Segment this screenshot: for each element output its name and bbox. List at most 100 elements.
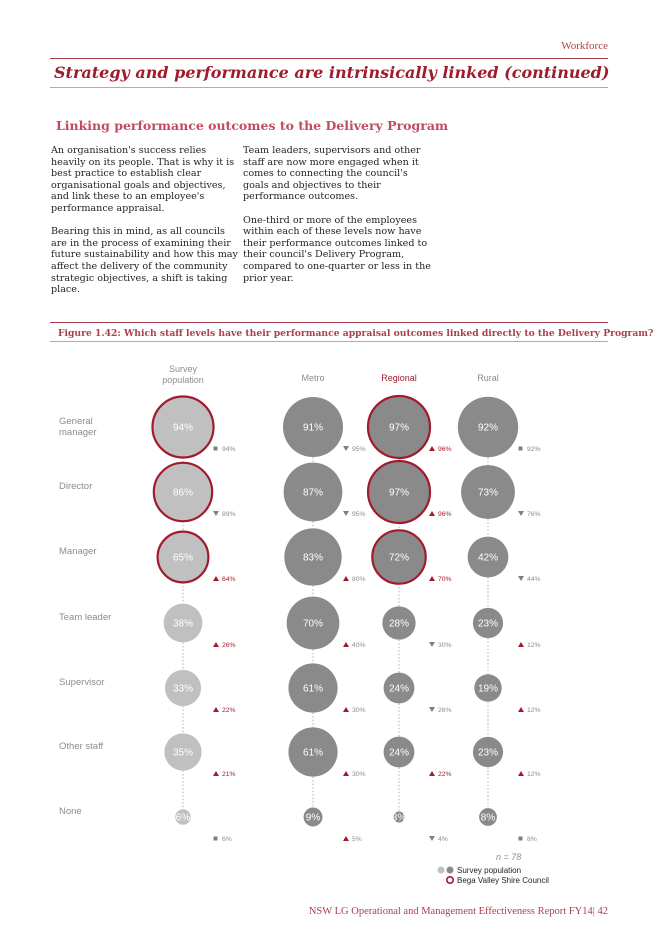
prior-year-label: 21% bbox=[222, 771, 236, 778]
prior-year-label: 26% bbox=[222, 642, 236, 649]
sample-size-label: n = 78 bbox=[496, 852, 521, 862]
prior-year-label: 76% bbox=[527, 511, 541, 518]
prior-year-label: 80% bbox=[352, 576, 366, 583]
figure-rule-bottom bbox=[50, 341, 608, 342]
change-up-icon bbox=[343, 836, 349, 841]
top-rule bbox=[50, 58, 608, 59]
bubble-value-label: 28% bbox=[389, 619, 409, 630]
bubble-value-label: 94% bbox=[173, 423, 193, 434]
bubble-survey-population-director bbox=[152, 461, 214, 523]
body-paragraph: An organisation's success relies heavily… bbox=[51, 145, 235, 214]
change-down-icon bbox=[429, 642, 435, 647]
prior-year-label: 70% bbox=[438, 576, 452, 583]
change-up-icon bbox=[429, 576, 435, 581]
prior-year-label: 22% bbox=[438, 771, 452, 778]
bubble-value-label: 38% bbox=[173, 619, 193, 630]
change-up-icon bbox=[518, 771, 524, 776]
bubble-survey-population-general-manager bbox=[151, 395, 215, 459]
bubble-value-label: 97% bbox=[389, 488, 409, 499]
figure-caption: Figure 1.42: Which staff levels have the… bbox=[58, 328, 654, 339]
change-up-icon bbox=[429, 771, 435, 776]
change-up-icon bbox=[213, 642, 219, 647]
bubble-value-label: 73% bbox=[478, 488, 498, 499]
prior-year-label: 96% bbox=[438, 511, 452, 518]
bubble-regional-general-manager bbox=[366, 394, 432, 460]
change-down-icon bbox=[343, 511, 349, 516]
prior-year-label: 95% bbox=[352, 511, 366, 518]
prior-year-label: 12% bbox=[527, 771, 541, 778]
legend-survey-swatch-dark bbox=[446, 866, 454, 874]
bubble-metro-director bbox=[283, 462, 343, 522]
change-up-icon bbox=[343, 771, 349, 776]
change-down-icon bbox=[429, 836, 435, 841]
row-label-supervisor: Supervisor bbox=[59, 677, 104, 688]
change-up-icon bbox=[343, 707, 349, 712]
prior-year-label: 8% bbox=[527, 836, 537, 843]
figure-rule-top bbox=[50, 322, 608, 323]
prior-year-label: 64% bbox=[222, 576, 236, 583]
prior-year-label: 5% bbox=[352, 836, 362, 843]
body-paragraph: One-third or more of the employees withi… bbox=[243, 214, 431, 284]
prior-year-label: 22% bbox=[222, 707, 236, 714]
change-up-icon bbox=[429, 511, 435, 516]
bubble-survey-population-supervisor bbox=[164, 669, 202, 707]
change-same-icon bbox=[213, 836, 218, 841]
row-label-team-leader: Team leader bbox=[59, 612, 111, 623]
bubble-value-label: 42% bbox=[478, 553, 498, 564]
change-same-icon bbox=[213, 446, 218, 451]
bubble-value-label: 91% bbox=[303, 423, 323, 434]
prior-year-label: 26% bbox=[438, 707, 452, 714]
bubble-rural-team-leader bbox=[472, 607, 504, 639]
bubble-metro-general-manager bbox=[282, 396, 344, 458]
prior-year-label: 4% bbox=[438, 836, 448, 843]
bubble-metro-manager bbox=[284, 528, 342, 586]
bubble-chart: Survey population Metro Regional Rural Genera… bbox=[59, 364, 549, 885]
bubble-survey-population-team-leader bbox=[163, 603, 203, 643]
prior-year-label: 40% bbox=[352, 642, 366, 649]
row-label-general-manager: General manager bbox=[59, 416, 97, 438]
bubble-value-label: 61% bbox=[303, 748, 323, 759]
title-rule bbox=[50, 87, 608, 88]
bubble-rural-other-staff bbox=[472, 736, 504, 768]
sub-heading: Linking performance outcomes to the Deli… bbox=[56, 118, 449, 133]
body-column-2: Team leaders, supervisors and other staf… bbox=[243, 145, 433, 296]
bubble-value-label: 6% bbox=[176, 813, 191, 824]
column-header-regional: Regional bbox=[381, 373, 417, 383]
prior-year-label: 30% bbox=[352, 771, 366, 778]
prior-year-label: 96% bbox=[438, 446, 452, 453]
bubble-metro-supervisor bbox=[288, 663, 338, 713]
bubble-survey-population-manager bbox=[156, 530, 210, 584]
bubble-value-label: 97% bbox=[389, 423, 409, 434]
prior-year-label: 30% bbox=[352, 707, 366, 714]
bubble-value-label: 87% bbox=[303, 488, 323, 499]
bubble-value-label: 3% bbox=[392, 813, 407, 824]
prior-year-label: 44% bbox=[527, 576, 541, 583]
change-down-icon bbox=[518, 576, 524, 581]
bubble-value-label: 61% bbox=[303, 684, 323, 695]
bubble-regional-none bbox=[393, 811, 405, 823]
bubble-value-label: 92% bbox=[478, 423, 498, 434]
bubble-regional-other-staff bbox=[383, 736, 415, 768]
change-up-icon bbox=[429, 446, 435, 451]
bubble-value-label: 70% bbox=[303, 619, 323, 630]
change-up-icon bbox=[343, 642, 349, 647]
footer: NSW LG Operational and Management Effect… bbox=[308, 906, 608, 917]
change-down-icon bbox=[429, 707, 435, 712]
column-header-survey-population: Survey population bbox=[162, 364, 204, 385]
bubble-regional-manager bbox=[371, 529, 427, 585]
change-down-icon bbox=[518, 511, 524, 516]
page-title: Strategy and performance are intrinsical… bbox=[54, 63, 610, 82]
bubble-rural-none bbox=[479, 808, 497, 826]
bubble-rural-manager bbox=[467, 536, 509, 578]
bubble-value-label: 24% bbox=[389, 684, 409, 695]
prior-year-label: 12% bbox=[527, 707, 541, 714]
legend-survey-swatch-light bbox=[437, 866, 445, 874]
legend-label-council: Bega Valley Shire Council bbox=[457, 876, 549, 885]
body-paragraph: Team leaders, supervisors and other staf… bbox=[243, 145, 421, 203]
column-header-rural: Rural bbox=[477, 373, 499, 383]
bubble-metro-other-staff bbox=[288, 727, 338, 777]
bubble-value-label: 65% bbox=[173, 553, 193, 564]
row-label-manager: Manager bbox=[59, 546, 97, 557]
bubble-rural-supervisor bbox=[474, 674, 502, 702]
change-down-icon bbox=[213, 511, 219, 516]
